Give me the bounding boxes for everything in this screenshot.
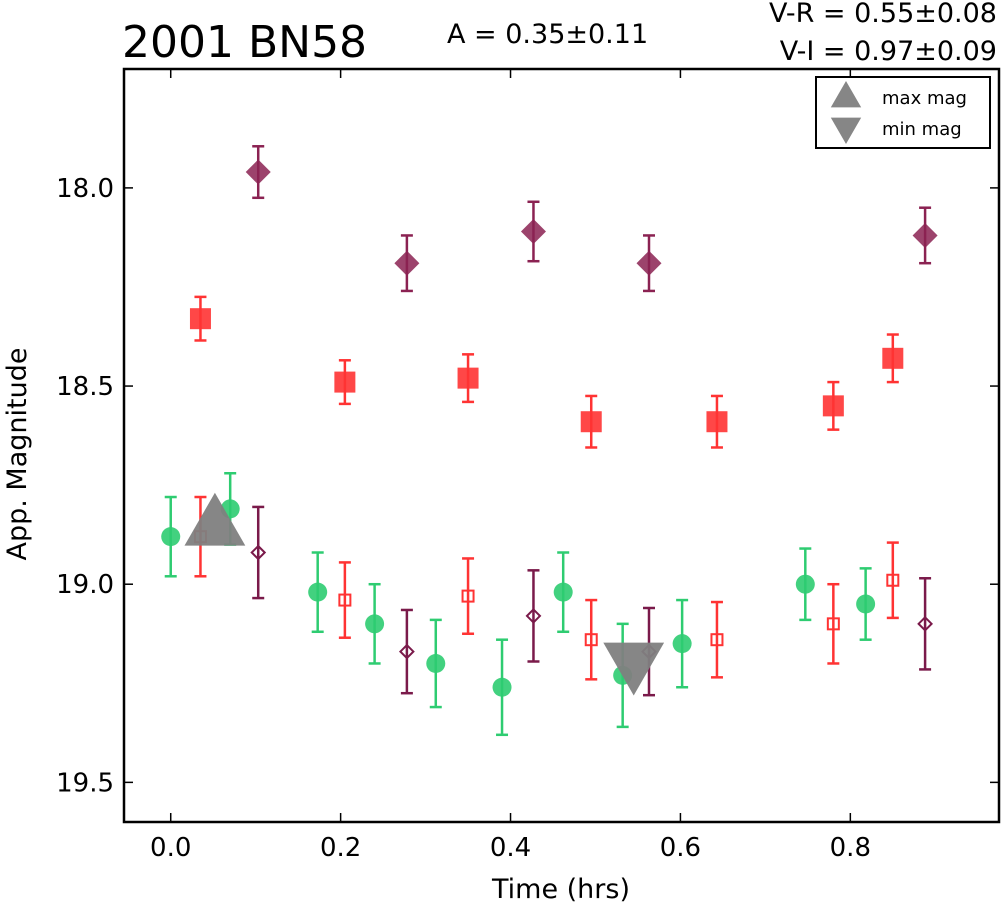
legend-label: min mag <box>882 119 962 140</box>
series-5 <box>184 492 246 546</box>
data-point <box>580 411 602 433</box>
y-axis-label: App. Magnitude <box>2 348 33 561</box>
y-tick-label: 18.5 <box>56 372 114 402</box>
x-tick-label: 0.0 <box>150 833 191 863</box>
data-point <box>826 617 840 631</box>
data-point <box>398 643 415 660</box>
data-point <box>520 218 546 244</box>
data-point <box>338 593 352 607</box>
v-i-annotation: V-I = 0.97±0.09 <box>780 36 997 67</box>
data-point <box>672 634 692 654</box>
x-tick-label: 0.4 <box>490 833 531 863</box>
x-tick-label: 0.2 <box>320 833 361 863</box>
data-point <box>334 371 356 393</box>
series-6 <box>603 642 665 696</box>
y-tick-label: 19.5 <box>56 768 114 798</box>
data-marks <box>161 145 938 737</box>
legend-marker <box>830 117 862 144</box>
x-axis-label: Time (hrs) <box>491 874 630 904</box>
series-3 <box>193 495 900 681</box>
amplitude-annotation: A = 0.35±0.11 <box>447 19 648 50</box>
data-point <box>365 614 385 634</box>
data-point <box>461 589 475 603</box>
data-point <box>250 544 267 561</box>
chart-title: 2001 BN58 <box>122 17 367 68</box>
data-point <box>912 222 938 248</box>
data-point <box>886 573 900 587</box>
axes: 0.0 0.2 0.4 0.6 0.8 18.0 18.5 19.0 19.5 <box>56 67 1001 863</box>
series-1 <box>189 295 904 449</box>
legend: max mag min mag <box>815 76 991 149</box>
data-point <box>161 527 181 547</box>
data-point <box>706 411 728 433</box>
data-point <box>795 574 815 594</box>
data-point <box>308 582 328 602</box>
data-point <box>710 633 724 647</box>
data-point <box>882 347 904 369</box>
x-tick-label: 0.6 <box>660 833 701 863</box>
data-point <box>184 492 246 546</box>
series-2 <box>245 145 938 293</box>
data-point <box>492 677 512 697</box>
data-point <box>603 642 665 696</box>
y-tick-label: 18.0 <box>56 174 114 204</box>
data-point <box>917 615 934 632</box>
series-0 <box>161 471 876 737</box>
legend-label: max mag <box>882 88 967 109</box>
plot-frame <box>122 67 1001 824</box>
data-point <box>553 582 573 602</box>
data-point <box>245 159 271 185</box>
data-point <box>584 633 598 647</box>
data-point <box>457 367 479 389</box>
v-r-annotation: V-R = 0.55±0.08 <box>769 0 997 29</box>
x-tick-label: 0.8 <box>830 833 871 863</box>
data-point <box>394 250 420 276</box>
data-point <box>822 395 844 417</box>
data-point <box>636 250 662 276</box>
legend-marker <box>830 81 862 108</box>
data-point <box>525 608 542 624</box>
data-point <box>189 308 211 330</box>
y-tick-label: 19.0 <box>56 570 114 600</box>
data-point <box>856 594 876 614</box>
data-point <box>426 653 446 673</box>
